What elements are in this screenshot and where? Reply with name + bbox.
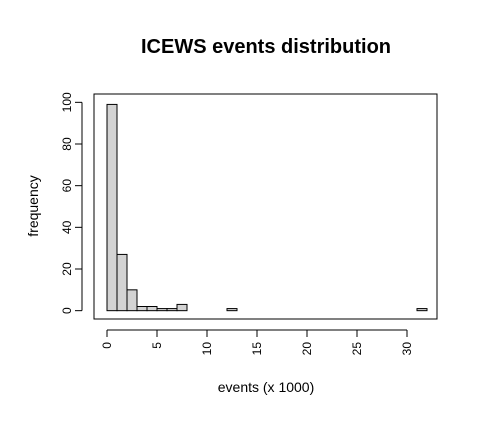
histogram-bar [116,253,128,312]
histogram-bar [156,308,168,312]
histogram-bar [416,308,428,312]
y-tick-label: 20 [60,262,74,276]
histogram-bar [106,103,118,312]
chart-title: ICEWS events distribution [141,36,391,58]
y-tick-label: 40 [60,220,74,234]
x-tick-label: 0 [100,342,114,349]
x-tick-label: 20 [300,342,314,356]
bars-layer [106,103,428,312]
histogram-bar [136,306,148,312]
y-tick-label: 0 [60,307,74,314]
histogram-bar [166,308,178,312]
y-tick-label: 100 [60,92,74,112]
y-tick-label: 60 [60,179,74,193]
histogram-bar [146,306,158,312]
y-tick-label: 80 [60,137,74,151]
histogram-bar [226,308,238,312]
x-tick-label: 15 [250,342,264,356]
y-axis: 0 20 40 60 80 100 [60,92,83,314]
plot-frame [93,93,438,320]
y-axis-label: frequency [25,175,41,236]
x-tick-label: 5 [150,342,164,349]
x-tick-label: 30 [400,342,414,356]
x-tick-label: 10 [200,342,214,356]
x-axis: 0 5 10 15 20 25 30 [100,329,414,356]
x-tick-label: 25 [350,342,364,356]
histogram-bar [176,303,188,312]
histogram-bar [126,289,138,312]
x-axis-label: events (x 1000) [218,379,315,395]
